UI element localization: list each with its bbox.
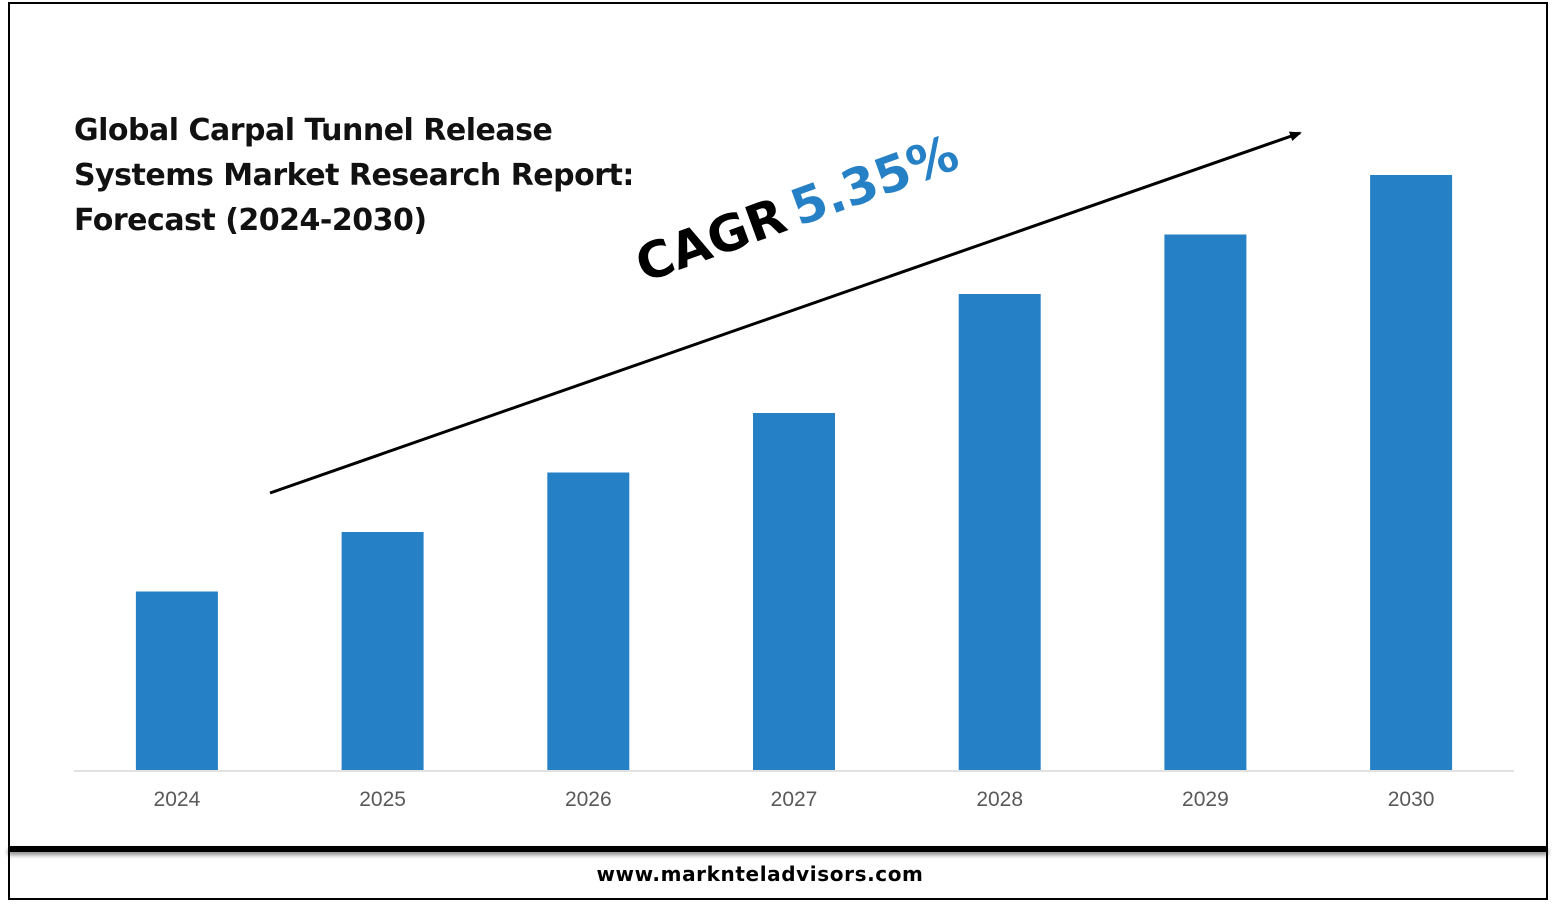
bar-2029 (1164, 234, 1247, 770)
bar-2026 (547, 472, 630, 770)
bar-2024 (135, 591, 218, 770)
title-line-2: Systems Market Research Report: (74, 158, 634, 193)
title-line-1: Global Carpal Tunnel Release (74, 113, 553, 148)
bar-2025 (341, 532, 424, 770)
title-line-3: Forecast (2024-2030) (74, 203, 427, 238)
trend-arrow (269, 131, 1302, 495)
footer-divider (8, 846, 1548, 852)
footer-website: www.marknteladvisors.com (596, 862, 924, 886)
x-tick-label-2029: 2029 (1182, 788, 1229, 811)
x-tick-label-2024: 2024 (154, 788, 201, 811)
bar-2027 (753, 413, 835, 770)
x-tick-label-2025: 2025 (359, 788, 406, 811)
x-tick-label-2027: 2027 (771, 788, 818, 811)
x-tick-label-2028: 2028 (976, 788, 1023, 811)
chart-title: Global Carpal Tunnel Release Systems Mar… (74, 108, 634, 243)
bar-2028 (958, 294, 1041, 770)
x-tick-label-2026: 2026 (565, 788, 612, 811)
x-tick-label-2030: 2030 (1388, 788, 1435, 811)
bar-2030 (1370, 175, 1453, 770)
